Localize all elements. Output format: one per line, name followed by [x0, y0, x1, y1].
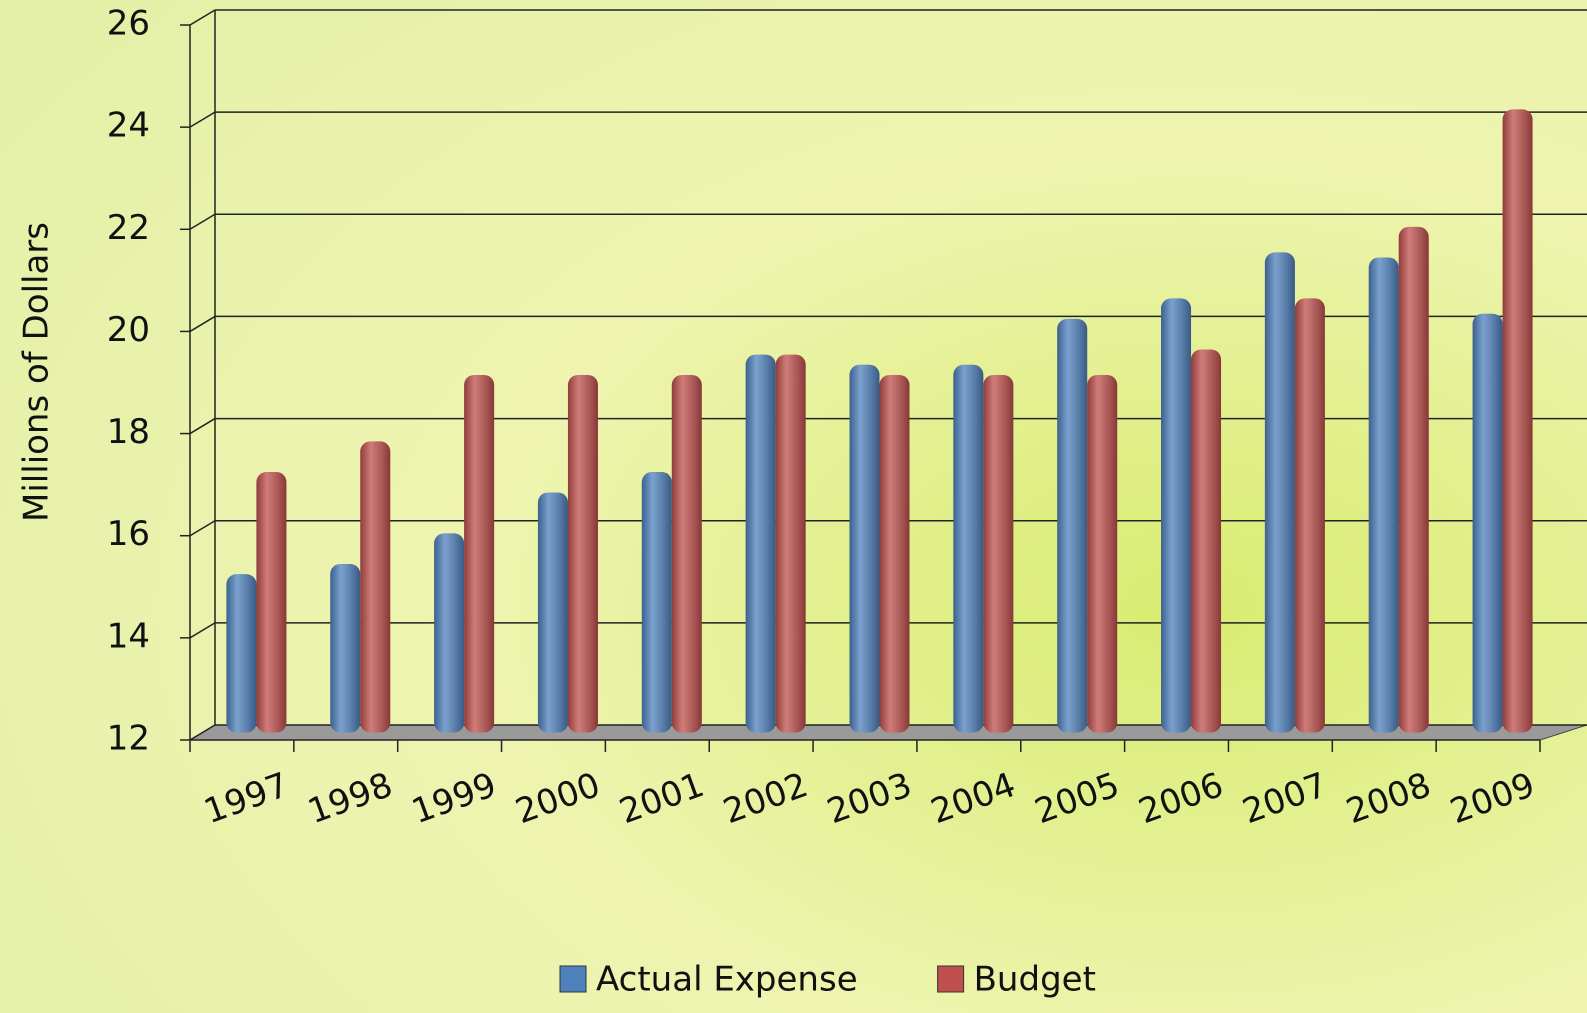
bar-shade: [983, 375, 1013, 733]
bar-shade: [1473, 314, 1503, 733]
y-tick-label: 22: [107, 208, 150, 248]
bar-shade: [568, 375, 598, 733]
bar-shade: [1265, 252, 1295, 732]
bar-shade: [672, 375, 702, 733]
chart: Millions of Dollars 12141618202224261997…: [0, 0, 1587, 1013]
y-tick-label: 26: [107, 4, 150, 44]
page: {"chart_data": {"type": "bar", "y_label"…: [0, 0, 1587, 1013]
bar-shade: [1087, 375, 1117, 733]
bar-shade: [360, 441, 390, 732]
y-tick-label: 12: [107, 719, 150, 759]
bar-shade: [330, 564, 360, 733]
y-tick-label: 18: [107, 412, 150, 452]
legend-swatch: [560, 966, 586, 992]
bar-shade: [880, 375, 910, 733]
bar-shade: [256, 472, 286, 732]
y-tick-label: 24: [107, 106, 150, 146]
bar-shade: [464, 375, 494, 733]
bar-shade: [1399, 227, 1429, 733]
bar-shade: [1503, 109, 1533, 732]
bar-shade: [850, 365, 880, 733]
bar-shade: [953, 365, 983, 733]
bar-shade: [642, 472, 672, 732]
bar-shade: [434, 533, 464, 732]
bar-shade: [746, 355, 776, 733]
bar-shade: [1369, 258, 1399, 733]
bar-shade: [776, 355, 806, 733]
bar-shade: [226, 574, 256, 732]
bar-shade: [538, 492, 568, 732]
legend-label: Actual Expense: [596, 960, 858, 1000]
y-axis-label: Millions of Dollars: [17, 222, 57, 522]
legend-swatch: [938, 966, 964, 992]
y-tick-label: 16: [107, 514, 150, 554]
legend-label: Budget: [974, 960, 1096, 1000]
bar-shade: [1191, 349, 1221, 732]
bar-shade: [1161, 298, 1191, 732]
y-tick-label: 20: [107, 310, 150, 350]
bar-shade: [1057, 319, 1087, 733]
bar-shade: [1295, 298, 1325, 732]
y-tick-label: 14: [107, 616, 150, 656]
